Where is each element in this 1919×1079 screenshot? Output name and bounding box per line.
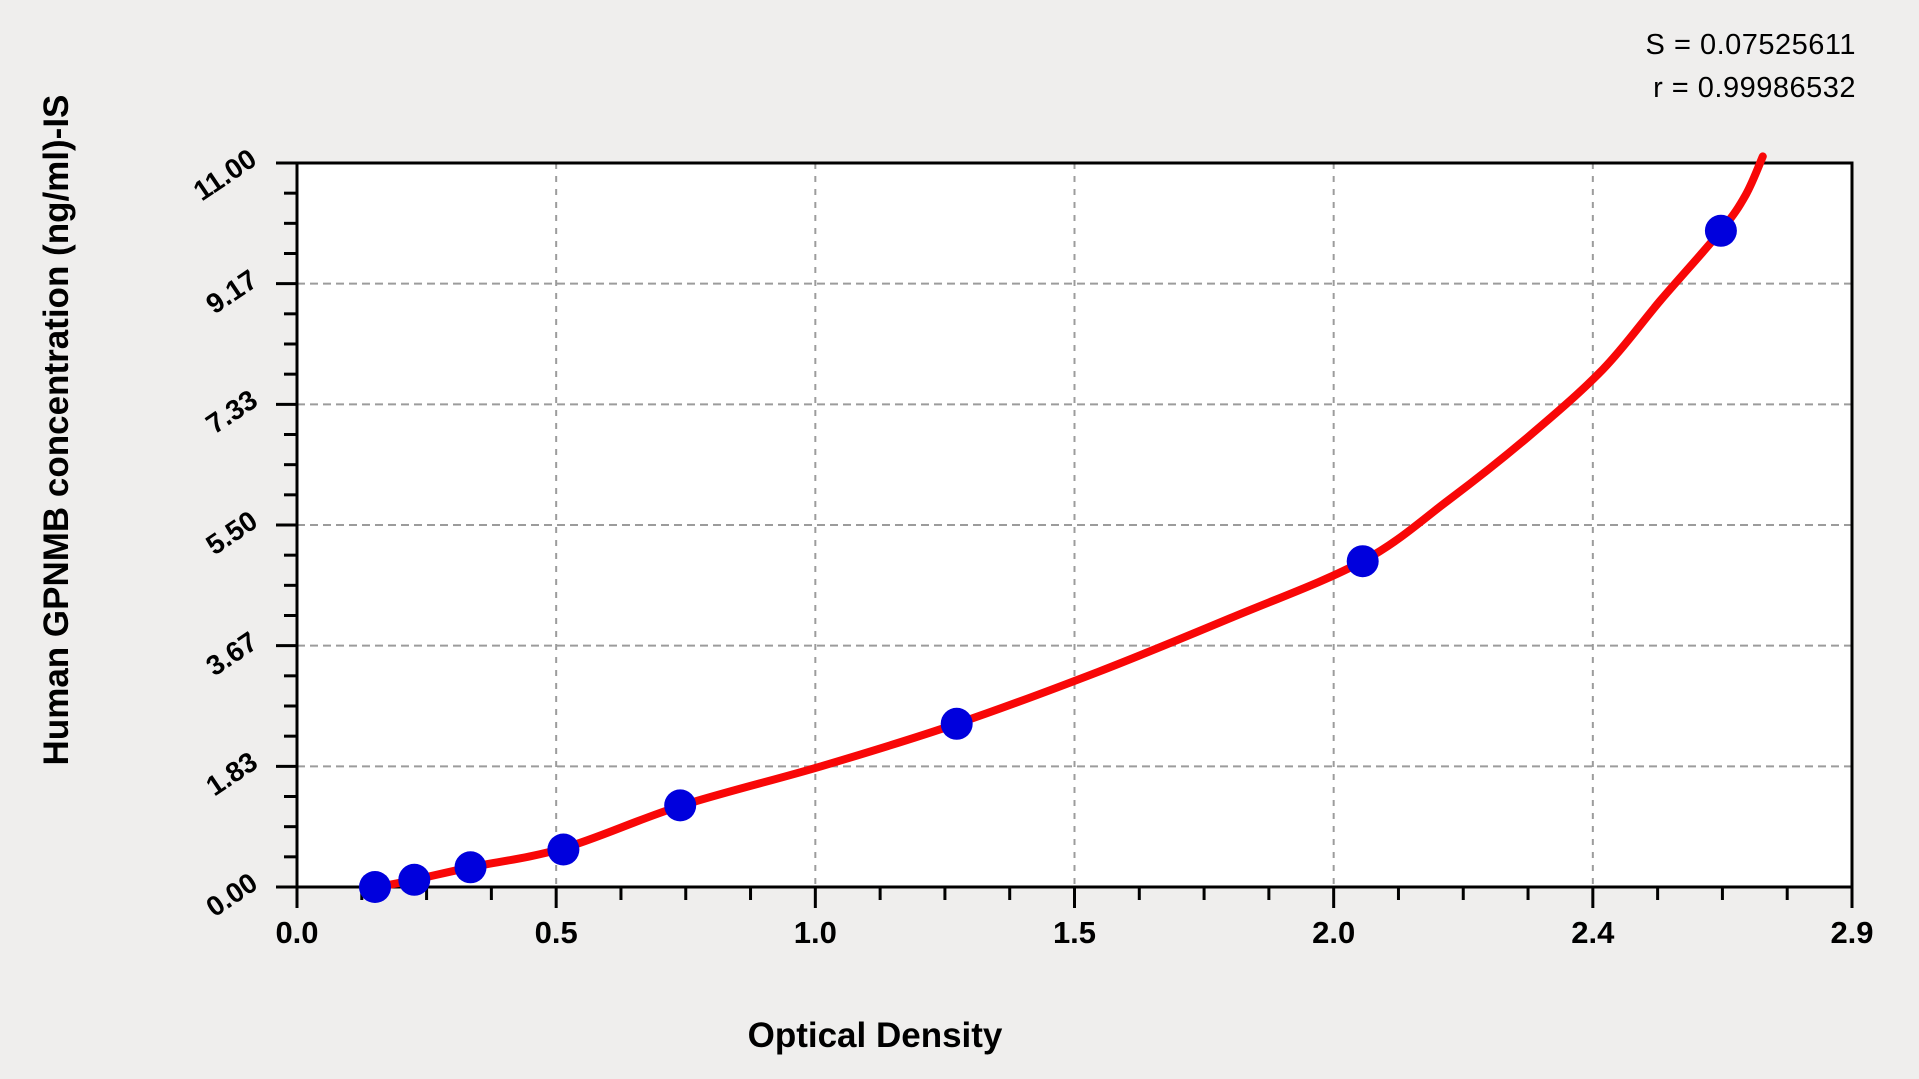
data-point (398, 863, 431, 896)
data-point (454, 851, 487, 884)
fit-statistics: S = 0.07525611 r = 0.99986532 (1646, 24, 1856, 110)
data-point (547, 833, 580, 866)
data-point (359, 871, 391, 903)
data-point (940, 707, 973, 740)
x-tick-label: 2.4 (1571, 915, 1615, 950)
x-tick-label: 0.5 (534, 915, 578, 950)
x-tick-label: 1.5 (1052, 915, 1097, 950)
x-tick-label: 0.0 (275, 915, 319, 950)
data-point (1346, 545, 1379, 578)
stat-r-value: r = 0.99986532 (1653, 72, 1856, 104)
x-axis-title: Optical Density (747, 1016, 1003, 1055)
y-axis-title: Human GPNMB concentration (ng/ml)-IS (37, 94, 76, 766)
data-point (664, 789, 697, 822)
data-point (1704, 214, 1737, 247)
plot-frame (295, 161, 1854, 889)
stat-s-value: S = 0.07525611 (1645, 29, 1856, 61)
x-tick-label: 2.0 (1312, 915, 1356, 950)
x-tick-label: 2.9 (1830, 915, 1874, 950)
x-tick-label: 1.0 (793, 915, 837, 950)
